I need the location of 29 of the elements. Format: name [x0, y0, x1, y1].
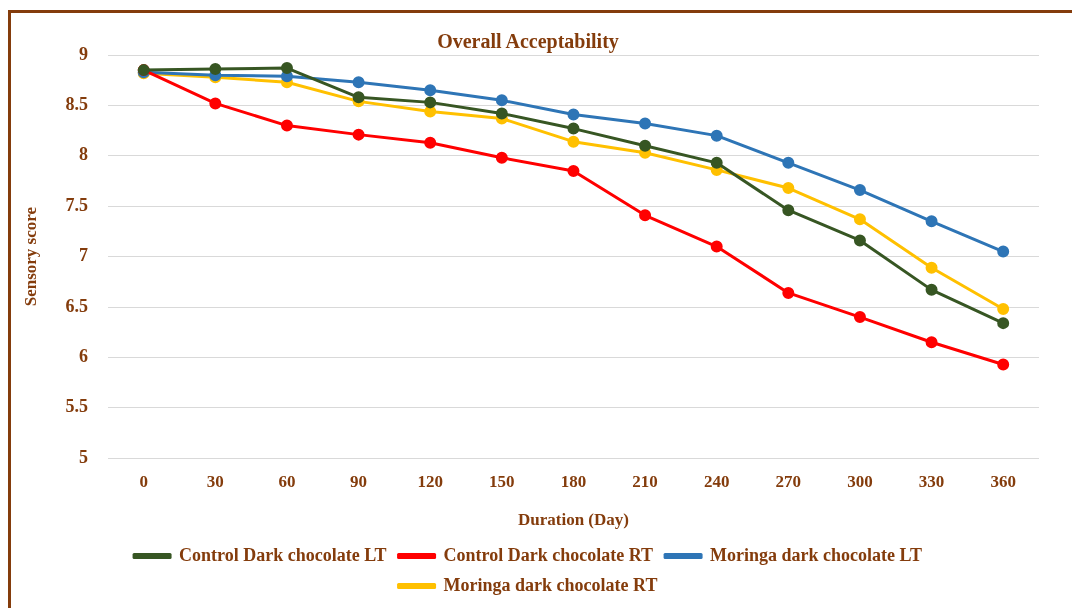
legend-label: Moringa dark chocolate RT	[443, 574, 658, 595]
y-tick-label: 9	[78, 43, 88, 64]
legend-label: Control Dark chocolate RT	[443, 544, 654, 565]
y-tick-label: 8.5	[65, 94, 88, 115]
y-tick-label: 8	[78, 144, 88, 165]
x-tick-label: 330	[918, 471, 945, 491]
x-tick-label: 60	[278, 471, 296, 491]
x-tick-label: 150	[489, 471, 515, 491]
x-tick-label: 300	[847, 471, 873, 491]
legend-label: Control Dark chocolate LT	[179, 544, 387, 565]
x-tick-label: 240	[703, 471, 730, 491]
y-axis-title: Sensory score	[20, 206, 40, 307]
x-tick-label: 120	[417, 471, 443, 491]
y-tick-label: 6	[78, 346, 88, 367]
y-tick-label: 5	[78, 446, 88, 467]
legend-label: Moringa dark chocolate LT	[710, 544, 922, 565]
x-tick-label: 210	[632, 471, 658, 491]
y-tick-label: 6.5	[65, 295, 88, 316]
x-tick-label: 90	[350, 471, 368, 491]
y-tick-label: 5.5	[65, 396, 88, 417]
x-tick-label: 270	[775, 471, 802, 491]
x-tick-label: 30	[206, 471, 224, 491]
chart-title: Overall Acceptability	[437, 30, 619, 54]
x-tick-label: 360	[990, 471, 1016, 491]
y-tick-label: 7	[78, 245, 88, 266]
x-axis-title: Duration (Day)	[517, 510, 629, 530]
x-tick-label: 0	[139, 471, 148, 491]
x-tick-label: 180	[560, 471, 587, 491]
y-tick-label: 7.5	[65, 194, 88, 215]
